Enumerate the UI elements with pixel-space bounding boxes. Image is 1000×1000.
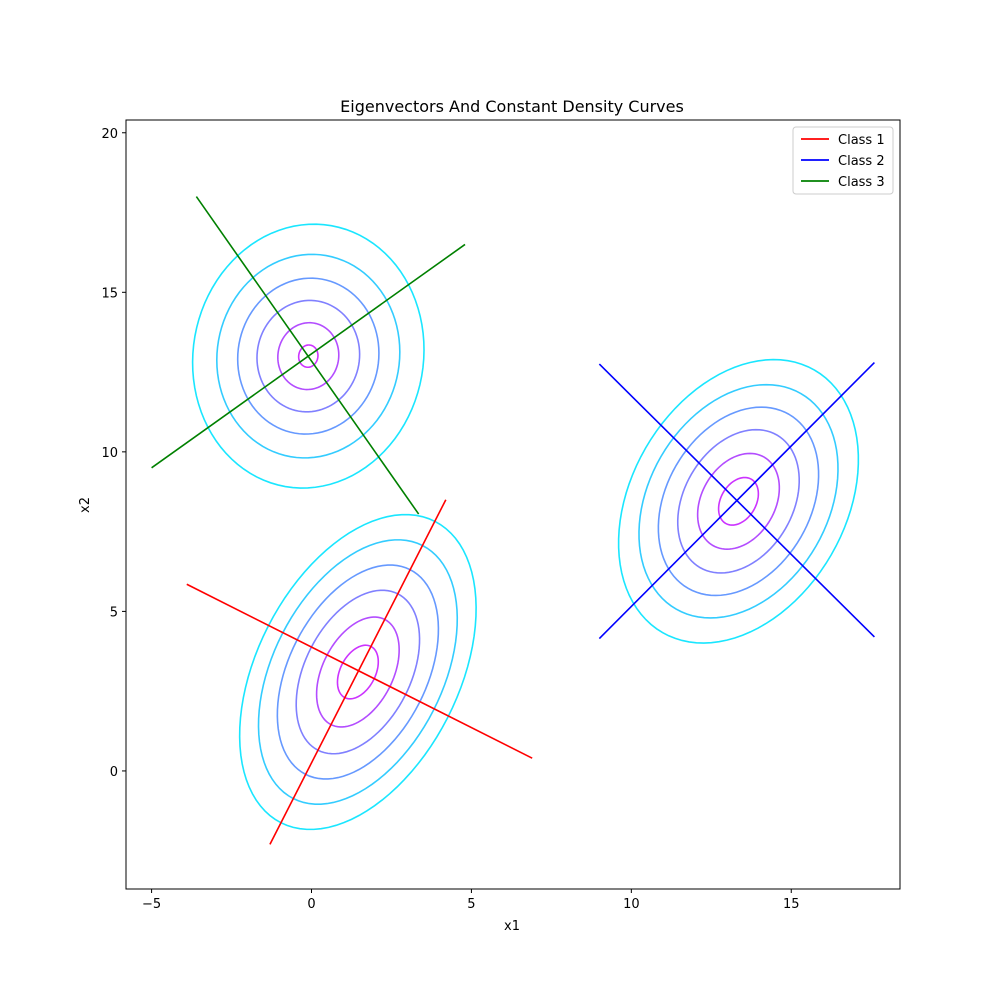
y-tick-label: 0 [110,765,118,780]
y-axis-label: x2 [78,497,93,513]
y-axis: 0 5 10 15 20 [101,127,126,780]
x-axis: −5 0 5 10 15 [142,889,800,912]
density-contour-class-2 [657,406,820,597]
density-contour-class-3 [191,223,425,489]
x-tick-label: 5 [467,897,475,912]
legend-label: Class 1 [838,133,885,148]
density-contour-class-3 [297,344,319,369]
legend-label: Class 3 [838,175,885,190]
density-contour-class-2 [638,383,839,619]
eigenvector-layer [151,196,875,845]
density-contour-class-2 [696,452,781,550]
legend-box [792,126,894,195]
eigenvector-line-class-2 [598,363,875,638]
y-tick-label: 15 [101,286,118,301]
eigenvector-line-class-3 [151,243,466,469]
x-axis-label: x1 [504,919,520,934]
legend-label: Class 2 [838,154,885,169]
x-tick-label: 10 [623,897,640,912]
legend: Class 1 Class 2 Class 3 [792,126,894,195]
eigenvector-line-class-1 [186,583,533,759]
eigenvector-line-class-3 [195,196,420,515]
y-tick-label: 5 [110,605,118,620]
y-tick-label: 20 [101,127,118,142]
density-contour-class-3 [236,277,380,435]
density-contour-class-2 [617,358,860,644]
density-contour-class-2 [717,476,760,526]
chart-title: Eigenvectors And Constant Density Curves [340,97,684,116]
plot-frame [125,119,901,890]
x-tick-label: 15 [783,897,800,912]
density-contour-class-3 [277,321,340,391]
x-tick-label: −5 [142,897,161,912]
y-tick-label: 10 [101,446,118,461]
eigenvector-line-class-1 [269,499,447,845]
plot-area [126,120,900,889]
density-contour-class-3 [215,253,401,459]
density-contour-class-2 [676,428,801,574]
density-contour-class-3 [256,299,361,413]
x-tick-label: 0 [307,897,315,912]
